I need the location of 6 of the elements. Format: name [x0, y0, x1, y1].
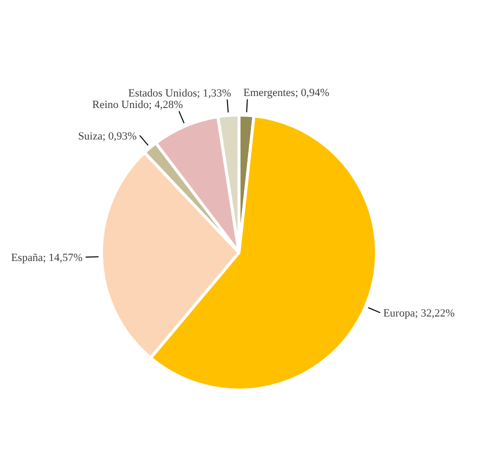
slice-label: Emergentes; 0,94%	[243, 87, 330, 100]
slice-label: España; 14,57%	[11, 252, 83, 264]
slice-label: Europa; 32,22%	[383, 308, 455, 320]
slice-label: Estados Unidos; 1,33%	[128, 87, 232, 100]
slice-label: Suiza; 0,93%	[78, 130, 137, 142]
slice-label: Reino Unido; 4,28%	[92, 99, 183, 112]
